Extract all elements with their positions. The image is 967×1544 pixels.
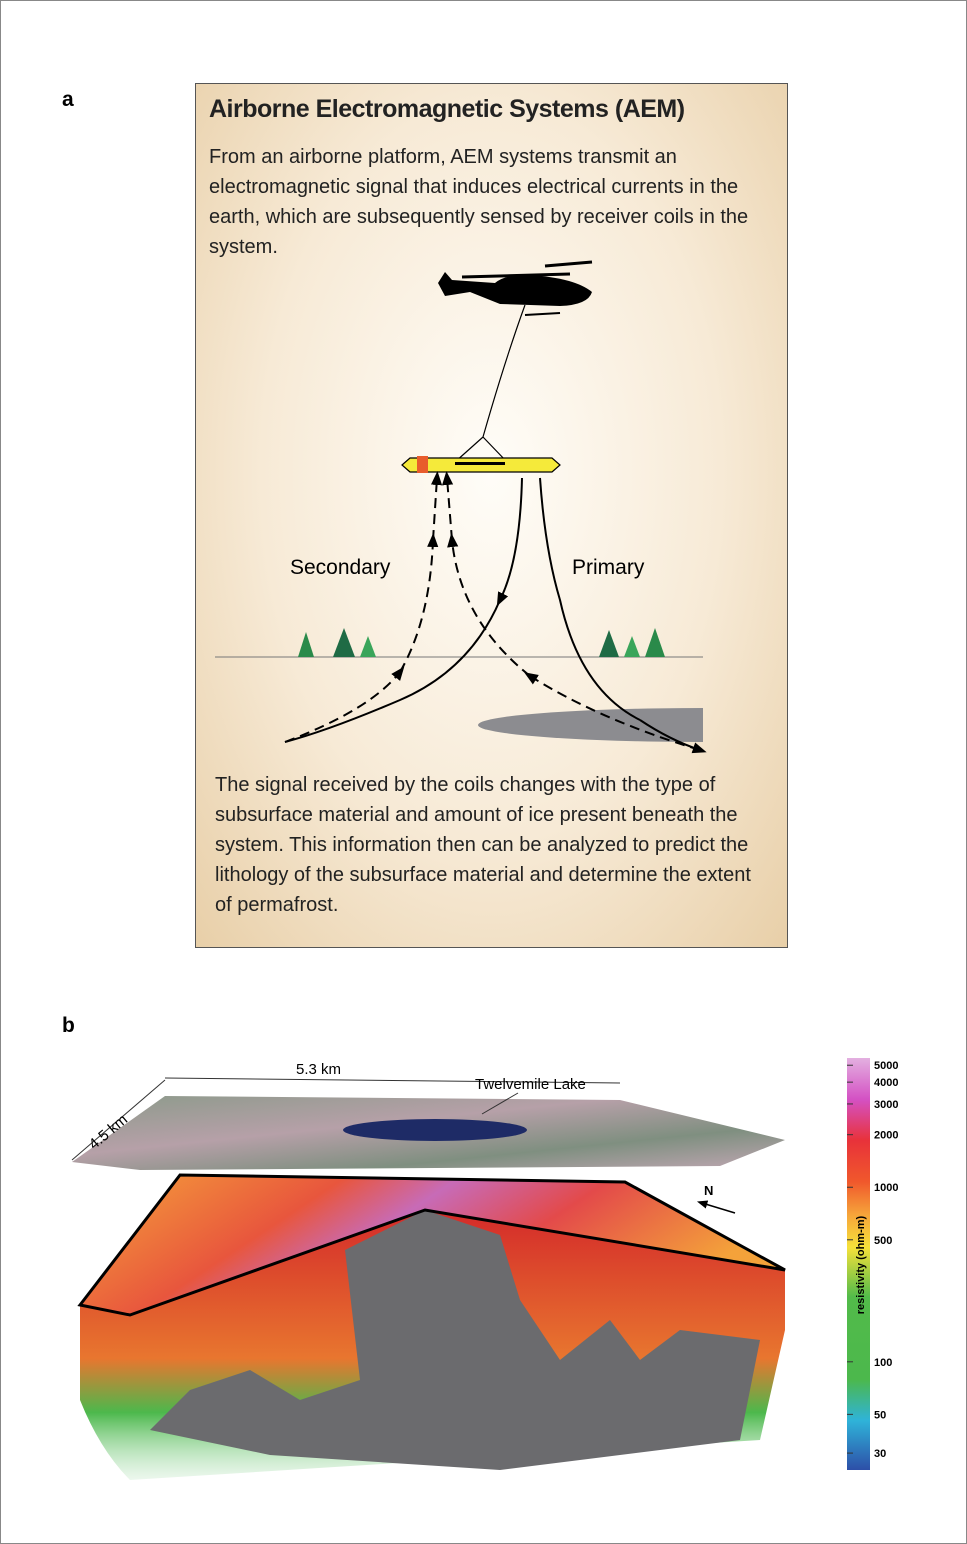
receiver-coil — [417, 456, 428, 473]
primary-label: Primary — [572, 556, 645, 579]
colorbar-tick-label: 50 — [874, 1409, 886, 1421]
panel-label: b — [62, 1014, 75, 1037]
colorbar-label: resistivity (ohm-m) — [855, 1215, 867, 1314]
north-label: N — [704, 1183, 713, 1198]
lake — [343, 1119, 527, 1141]
colorbar-tick-label: 3000 — [874, 1099, 898, 1111]
helicopter — [438, 262, 592, 315]
width-label: 5.3 km — [296, 1061, 341, 1078]
page: a Airborne Electromagnetic Systems (AEM)… — [0, 0, 967, 1544]
illustration: Secondary Primary b 5.3 km 4.5 km Twelve… — [0, 0, 967, 1544]
colorbar-tick-label: 2000 — [874, 1130, 898, 1142]
colorbar-tick-label: 1000 — [874, 1182, 898, 1194]
north-arrow — [702, 1203, 735, 1213]
secondary-label: Secondary — [290, 556, 391, 579]
tow-cable — [455, 305, 525, 462]
colorbar-tick-label: 5000 — [874, 1060, 898, 1072]
bird-bar — [455, 462, 505, 465]
lake-label: Twelvemile Lake — [475, 1076, 586, 1093]
colorbar-tick-label: 30 — [874, 1448, 886, 1460]
colorbar-tick-label: 100 — [874, 1357, 892, 1369]
colorbar-tick-label: 4000 — [874, 1077, 898, 1089]
colorbar-tick-label: 500 — [874, 1235, 892, 1247]
